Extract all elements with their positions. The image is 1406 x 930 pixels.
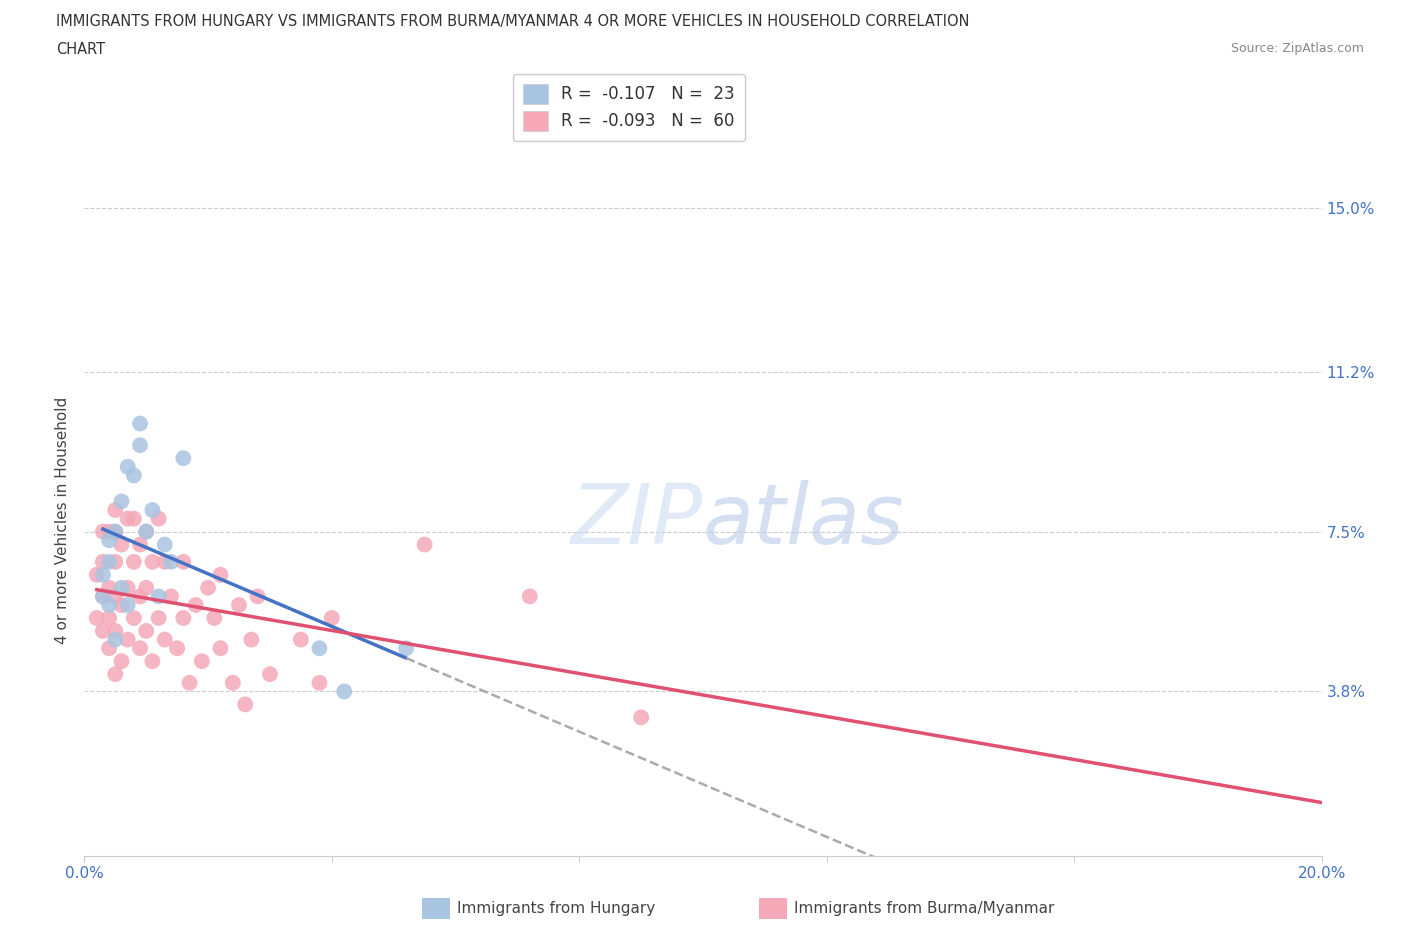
Text: atlas: atlas: [703, 480, 904, 562]
Point: [117, 598, 139, 613]
Point: [122, 512, 145, 526]
Point: [135, 580, 157, 595]
Point: [333, 684, 356, 698]
Point: [228, 598, 250, 613]
Text: Immigrants from Burma/Myanmar: Immigrants from Burma/Myanmar: [794, 901, 1054, 916]
Point: [117, 580, 139, 595]
Point: [321, 611, 343, 626]
Point: [98, 580, 121, 595]
Point: [110, 580, 132, 595]
Point: [91, 525, 114, 539]
Point: [98, 611, 121, 626]
Point: [135, 525, 157, 539]
Point: [86, 611, 108, 626]
Point: [141, 654, 163, 669]
Point: [209, 567, 232, 582]
Point: [172, 554, 194, 569]
Point: [117, 512, 139, 526]
Point: [246, 589, 269, 604]
Point: [153, 538, 176, 552]
Point: [98, 598, 121, 613]
Point: [135, 525, 157, 539]
Point: [117, 632, 139, 647]
Point: [104, 623, 127, 638]
Text: Source: ZipAtlas.com: Source: ZipAtlas.com: [1230, 42, 1364, 55]
Point: [148, 512, 170, 526]
Point: [630, 710, 652, 724]
Point: [110, 538, 132, 552]
Point: [172, 451, 194, 466]
Point: [104, 502, 127, 517]
Point: [104, 525, 127, 539]
Point: [129, 589, 152, 604]
Point: [129, 641, 152, 656]
Point: [148, 611, 170, 626]
Point: [153, 554, 176, 569]
Point: [91, 623, 114, 638]
Point: [98, 554, 121, 569]
Point: [117, 459, 139, 474]
Point: [141, 502, 163, 517]
Point: [91, 589, 114, 604]
Point: [308, 675, 330, 690]
Point: [184, 598, 207, 613]
Point: [153, 632, 176, 647]
Point: [166, 641, 188, 656]
Point: [110, 654, 132, 669]
Point: [129, 438, 152, 453]
Point: [160, 554, 183, 569]
Point: [141, 554, 163, 569]
Point: [104, 525, 127, 539]
Text: CHART: CHART: [56, 42, 105, 57]
Point: [395, 641, 418, 656]
Point: [191, 654, 214, 669]
Point: [110, 598, 132, 613]
Point: [179, 675, 201, 690]
Point: [110, 494, 132, 509]
Point: [98, 641, 121, 656]
Legend: R =  -0.107   N =  23, R =  -0.093   N =  60: R = -0.107 N = 23, R = -0.093 N = 60: [513, 73, 745, 141]
Point: [202, 611, 225, 626]
Point: [98, 525, 121, 539]
Point: [122, 468, 145, 483]
Point: [91, 554, 114, 569]
Point: [91, 589, 114, 604]
Point: [160, 589, 183, 604]
Point: [148, 589, 170, 604]
Y-axis label: 4 or more Vehicles in Household: 4 or more Vehicles in Household: [55, 397, 70, 644]
Point: [519, 589, 541, 604]
Point: [91, 567, 114, 582]
Point: [122, 554, 145, 569]
Point: [122, 611, 145, 626]
Point: [209, 641, 232, 656]
Text: IMMIGRANTS FROM HUNGARY VS IMMIGRANTS FROM BURMA/MYANMAR 4 OR MORE VEHICLES IN H: IMMIGRANTS FROM HUNGARY VS IMMIGRANTS FR…: [56, 14, 970, 29]
Point: [233, 697, 256, 711]
Point: [104, 589, 127, 604]
Point: [86, 567, 108, 582]
Point: [172, 611, 194, 626]
Point: [104, 554, 127, 569]
Point: [129, 416, 152, 431]
Point: [104, 667, 127, 682]
Point: [413, 538, 436, 552]
Point: [135, 623, 157, 638]
Point: [197, 580, 219, 595]
Point: [129, 538, 152, 552]
Point: [98, 533, 121, 548]
Point: [259, 667, 281, 682]
Point: [222, 675, 245, 690]
Point: [104, 632, 127, 647]
Text: Immigrants from Hungary: Immigrants from Hungary: [457, 901, 655, 916]
Point: [290, 632, 312, 647]
Point: [240, 632, 263, 647]
Point: [308, 641, 330, 656]
Text: ZIP: ZIP: [571, 480, 703, 562]
